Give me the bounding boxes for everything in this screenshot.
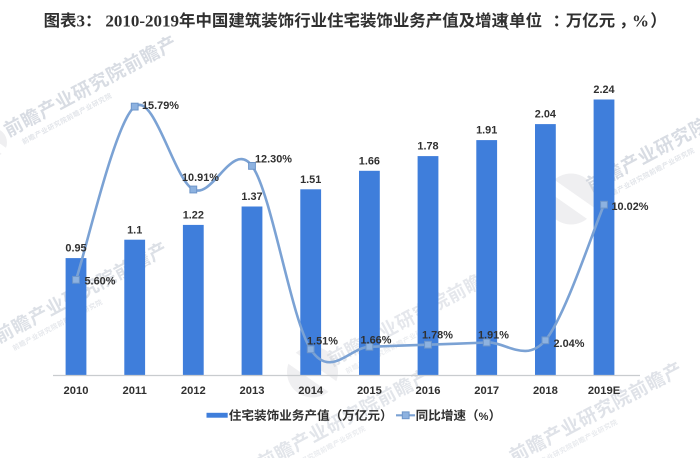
svg-text:3: 3 [77,11,86,30]
svg-text:%: % [632,11,649,30]
svg-text:2016: 2016 [416,385,441,397]
svg-text:(: ( [503,11,509,30]
svg-text:2019E: 2019E [588,385,621,397]
svg-text:15.79%: 15.79% [142,100,179,112]
svg-text:2018: 2018 [533,385,558,397]
svg-text:2012: 2012 [181,385,206,397]
svg-text:2014: 2014 [298,385,324,397]
svg-text:1.78: 1.78 [417,141,438,153]
svg-text:2010: 2010 [64,385,89,397]
svg-text:2.04%: 2.04% [554,338,585,350]
svg-text:2.24: 2.24 [593,84,614,96]
svg-text:12.30%: 12.30% [255,154,292,166]
svg-text:%: % [479,411,489,423]
svg-text:1.22: 1.22 [183,210,204,222]
svg-text:2017: 2017 [474,385,499,397]
svg-text:2.04: 2.04 [535,109,556,121]
svg-text:1.37: 1.37 [241,191,262,203]
svg-text:2010-2019: 2010-2019 [105,11,179,30]
svg-text:10.91%: 10.91% [182,172,219,184]
svg-text:1.51: 1.51 [300,174,321,186]
svg-text:1.91: 1.91 [476,125,497,137]
svg-text:2015: 2015 [357,385,382,397]
svg-text:2011: 2011 [123,385,147,397]
svg-text:1.1: 1.1 [127,224,142,236]
svg-text:5.60%: 5.60% [85,276,116,288]
svg-text:1.66: 1.66 [359,155,380,167]
svg-text:1.91%: 1.91% [478,330,509,342]
svg-text:1.66%: 1.66% [361,335,392,347]
svg-text:0.95: 0.95 [65,243,86,255]
svg-text:2013: 2013 [240,385,265,397]
svg-text:1.51%: 1.51% [307,336,338,348]
svg-text:1.78%: 1.78% [422,330,453,342]
svg-text:10.02%: 10.02% [612,201,649,213]
